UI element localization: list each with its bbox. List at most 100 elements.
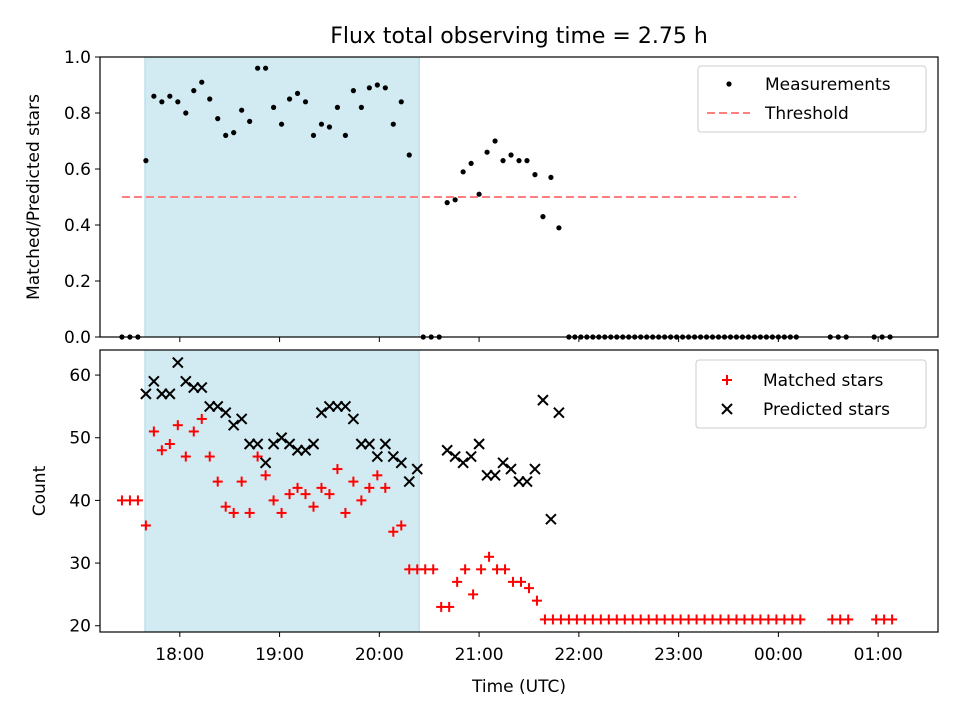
predicted-star-point [529, 463, 541, 475]
measurement-point [294, 90, 301, 96]
y-tick-label: 20 [69, 617, 91, 637]
matched-star-point [531, 595, 542, 606]
cross-stroke-b [172, 356, 184, 369]
predicted-star-point [465, 450, 477, 463]
matched-star-point [220, 501, 231, 512]
x-tick-label: 19:00 [255, 645, 304, 665]
cross-stroke-b [489, 469, 501, 482]
measurement-point [263, 65, 269, 71]
ratio-legend-box [697, 65, 927, 133]
y-tick-label: 0.0 [64, 328, 91, 348]
matched-star-point [228, 507, 239, 518]
cross-stroke-b [473, 438, 485, 450]
measurement-point [350, 88, 356, 94]
matched-star-point [476, 564, 487, 575]
cross-stroke-b [212, 400, 224, 413]
measurement-point [223, 132, 229, 138]
matched-star-point [452, 576, 463, 587]
matched-star-point [172, 420, 183, 431]
predicted-star-point [283, 438, 296, 450]
cross-stroke-b [148, 375, 160, 388]
matched-star-point [887, 614, 898, 625]
predicted-star-point [553, 406, 565, 419]
matched-star-point [468, 589, 479, 600]
matched-star-point [843, 614, 854, 625]
predicted-star-point [379, 438, 392, 450]
cross-stroke-b [497, 457, 509, 469]
predicted-star-point [347, 413, 360, 425]
matched-star-point [348, 476, 359, 487]
measurement-point [524, 158, 530, 164]
matched-star-point [372, 470, 383, 481]
matched-star-point [340, 507, 351, 518]
cross-stroke-b [521, 475, 533, 488]
matched-star-point [444, 601, 455, 612]
cross-stroke-b [251, 438, 264, 450]
matched-star-point [284, 489, 295, 500]
measurement-point [239, 107, 245, 113]
matched-star-point [300, 489, 311, 500]
measurement-point [366, 85, 372, 91]
legend-plus [722, 375, 732, 385]
cross-stroke-b [441, 444, 453, 456]
cross-stroke-b [457, 457, 469, 469]
cross-stroke-b [371, 450, 384, 463]
measurement-point [199, 79, 205, 85]
predicted-star-point [219, 406, 232, 419]
measurement-point [460, 169, 466, 175]
y-tick-label: 0.2 [64, 272, 91, 292]
measurement-point [468, 160, 474, 166]
y-tick-label: 0.8 [64, 104, 91, 124]
legend-predicted-marker [721, 403, 733, 415]
predicted-star-point [164, 388, 176, 400]
matched-star-point [484, 551, 495, 562]
matched-star-point [268, 495, 279, 506]
y-tick-label: 0.4 [64, 216, 91, 236]
measurement-point [167, 93, 173, 99]
matched-star-point [460, 564, 471, 575]
predicted-star-point [489, 469, 501, 482]
matched-star-point [132, 495, 143, 506]
y-tick-label: 40 [69, 491, 91, 511]
matched-star-point [212, 476, 223, 487]
predicted-star-point [387, 450, 400, 463]
cross-stroke-b [196, 381, 208, 394]
cross-stroke-b [387, 450, 400, 463]
count-legend-box [695, 359, 927, 429]
measurement-point [207, 96, 213, 102]
measurement-point [556, 225, 562, 231]
ratio-y-axis-label: Matched/Predicted stars [24, 94, 44, 300]
matched-star-point [523, 583, 534, 594]
predicted-star-point [441, 444, 453, 456]
measurement-point [318, 121, 325, 127]
measurement-point [374, 82, 380, 88]
cross-stroke-b [721, 403, 733, 415]
count-y-ticks: 20 30 40 50 60 [69, 366, 100, 637]
matched-star-point [260, 470, 271, 481]
measurement-point [183, 110, 189, 116]
matched-star-point [236, 476, 247, 487]
predicted-star-point [275, 432, 288, 444]
measurement-point [382, 85, 388, 91]
measurement-point [334, 104, 341, 110]
matched-star-point [148, 426, 159, 437]
ratio-y-ticks: 0.0 0.2 0.4 0.6 0.8 1.0 [64, 48, 100, 348]
legend-matched-marker [722, 375, 732, 385]
measurement-point [492, 138, 498, 144]
measurement-point [159, 99, 165, 105]
matched-star-point [180, 451, 191, 462]
cross-stroke-b [275, 432, 288, 444]
measurement-point [247, 118, 253, 124]
cross-stroke-b [299, 444, 312, 456]
measurement-point [444, 200, 450, 206]
measurement-point [508, 152, 514, 158]
predicted-star-point [537, 394, 549, 406]
matched-star-point [388, 526, 399, 537]
cross-stroke-b [227, 419, 240, 431]
cross-stroke-b [219, 406, 232, 419]
measurement-point [231, 130, 237, 136]
matched-star-point [356, 495, 367, 506]
cross-stroke-b [537, 394, 549, 406]
cross-stroke-b [403, 475, 415, 488]
predicted-star-point [227, 419, 240, 431]
